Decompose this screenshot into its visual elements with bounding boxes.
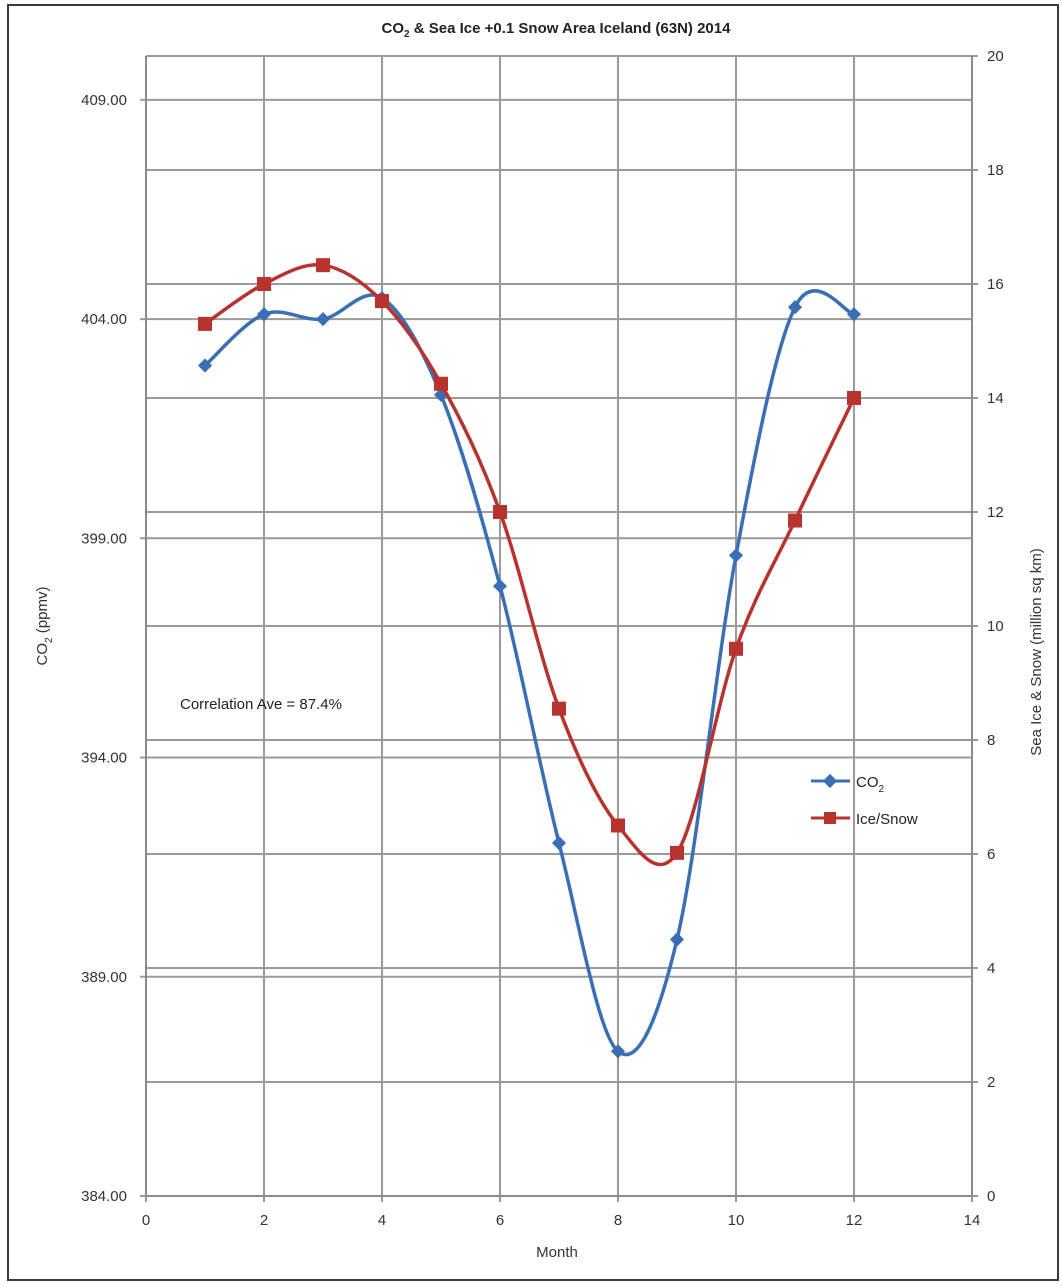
data-point-co2: [492, 579, 508, 594]
data-point-ice-snow: [788, 513, 802, 528]
y-right-tick-label: 0: [987, 1188, 995, 1205]
data-point-ice-snow: [552, 701, 566, 716]
series-layer: [197, 258, 862, 1059]
legend: CO2 Ice/Snow: [811, 773, 918, 828]
y-right-tick-label: 6: [987, 846, 995, 863]
data-point-ice-snow: [434, 376, 448, 391]
legend-item-co2: CO2: [811, 773, 885, 795]
y-axis-right-label: Sea Ice & Snow (million sq km): [1028, 548, 1045, 756]
y-left-tick-label: 409.00: [81, 92, 127, 109]
x-tick-label: 12: [846, 1212, 863, 1229]
series-line-ice-snow: [204, 263, 856, 867]
y-left-tick-label: 394.00: [81, 750, 127, 767]
data-point-co2: [787, 300, 803, 315]
data-point-co2: [610, 1044, 626, 1059]
data-point-co2: [846, 307, 862, 322]
data-point-ice-snow: [847, 391, 861, 405]
data-point-ice-snow: [198, 316, 212, 331]
y-left-tick-label: 404.00: [81, 311, 127, 328]
data-point-co2: [551, 835, 567, 851]
y-right-tick-label: 10: [987, 618, 1004, 635]
data-point-co2: [256, 307, 272, 322]
correlation-annotation: Correlation Ave = 87.4%: [180, 696, 342, 713]
y-left-tick-label: 389.00: [81, 969, 127, 986]
data-point-ice-snow: [375, 294, 389, 309]
data-point-co2: [669, 932, 685, 947]
legend-ice-snow-marker: [824, 812, 836, 824]
y-axis-left-label-subscript: 2: [44, 637, 55, 643]
series-line-co2: [203, 289, 855, 1057]
y-axis-left-label-prefix: CO: [34, 643, 51, 666]
y-right-tick-label: 4: [987, 960, 995, 977]
legend-co2-label-subscript: 2: [879, 784, 885, 795]
x-tick-label: 8: [614, 1212, 622, 1229]
y-right-tick-label: 18: [987, 162, 1004, 179]
data-point-co2: [728, 548, 744, 563]
y-right-tick-label: 2: [987, 1074, 995, 1091]
legend-item-ice-snow: Ice/Snow: [811, 811, 918, 828]
legend-co2-label: CO2: [856, 774, 885, 795]
y-right-tick-label: 12: [987, 504, 1004, 521]
data-point-ice-snow: [493, 505, 507, 519]
y-right-tick-label: 8: [987, 732, 995, 749]
x-tick-label: 10: [728, 1212, 745, 1229]
x-axis-label: Month: [536, 1244, 578, 1261]
x-tick-label: 6: [496, 1212, 504, 1229]
data-point-ice-snow: [257, 277, 271, 291]
grid-layer: [140, 55, 978, 1197]
y-right-tick-label: 16: [987, 276, 1004, 293]
chart-title: CO2 & Sea Ice +0.1 Snow Area Iceland (63…: [381, 20, 731, 40]
data-point-ice-snow: [611, 818, 625, 833]
data-point-ice-snow: [316, 258, 330, 273]
y-axis-left-label-suffix: (ppmv): [34, 587, 51, 638]
x-tick-label: 14: [964, 1212, 981, 1229]
y-right-tick-label: 20: [987, 48, 1004, 65]
y-right-tick-label: 14: [987, 390, 1004, 407]
x-tick-label: 2: [260, 1212, 268, 1229]
y-left-tick-label: 384.00: [81, 1188, 127, 1205]
legend-ice-snow-label: Ice/Snow: [856, 811, 918, 828]
data-point-co2: [197, 358, 213, 373]
label-layer: Month CO2 (ppmv) Sea Ice & Snow (million…: [34, 548, 1045, 1261]
y-axis-left-label: CO2 (ppmv): [34, 587, 55, 666]
axis-layer: 0 2 4 6 8 10 12 14 384.00 389.00 394.00 399.00 404.0…: [81, 48, 1004, 1229]
x-tick-label: 4: [378, 1212, 386, 1229]
x-tick-label: 0: [142, 1212, 150, 1229]
y-left-tick-label: 399.00: [81, 530, 127, 547]
data-point-co2: [315, 312, 331, 327]
legend-co2-label-prefix: CO: [856, 774, 879, 791]
legend-co2-marker: [822, 773, 838, 789]
data-point-ice-snow: [729, 641, 743, 656]
data-point-ice-snow: [670, 845, 684, 860]
chart-frame: [7, 4, 1059, 1281]
